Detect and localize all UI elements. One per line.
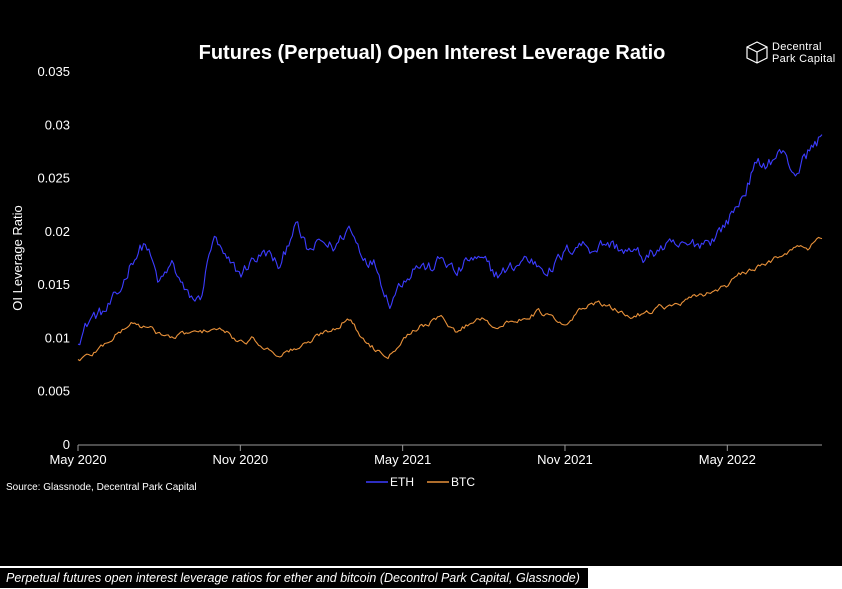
source-note: Source: Glassnode, Decentral Park Capita… bbox=[6, 482, 197, 493]
x-tick-label: May 2021 bbox=[374, 452, 431, 467]
chart-title: Futures (Perpetual) Open Interest Levera… bbox=[199, 42, 666, 64]
x-tick-label: May 2022 bbox=[699, 452, 756, 467]
x-tick-label: May 2020 bbox=[49, 452, 106, 467]
brand-logo: Decentral Park Capital bbox=[746, 41, 836, 65]
legend-btc-label: BTC bbox=[451, 475, 475, 489]
x-tick-label: Nov 2021 bbox=[537, 452, 593, 467]
chart-panel: Futures (Perpetual) Open Interest Levera… bbox=[0, 0, 842, 566]
series-line-eth bbox=[77, 134, 823, 346]
y-tick-label: 0 bbox=[63, 437, 70, 452]
legend-eth-label: ETH bbox=[390, 475, 414, 489]
x-tick-label: Nov 2020 bbox=[212, 452, 268, 467]
y-tick-label: 0.015 bbox=[37, 277, 70, 292]
brand-name-line2: Park Capital bbox=[772, 53, 836, 65]
cube-icon bbox=[746, 41, 768, 64]
figure-caption: Perpetual futures open interest leverage… bbox=[0, 568, 588, 588]
chart-svg: Futures (Perpetual) Open Interest Levera… bbox=[6, 41, 836, 493]
y-tick-label: 0.035 bbox=[37, 64, 70, 79]
series-lines bbox=[77, 134, 823, 362]
y-tick-label: 0.03 bbox=[45, 117, 70, 132]
x-axis-ticks: May 2020 Nov 2020 May 2021 Nov 2021 May 2022 bbox=[49, 445, 756, 467]
y-tick-label: 0.01 bbox=[45, 330, 70, 345]
legend: ETH BTC bbox=[366, 475, 475, 489]
y-tick-label: 0.005 bbox=[37, 384, 70, 399]
y-axis-ticks: 0 0.005 0.01 0.015 0.02 0.025 0.03 0.035 bbox=[37, 64, 70, 452]
y-axis-label: OI Leverage Ratio bbox=[10, 205, 25, 311]
y-tick-label: 0.025 bbox=[37, 171, 70, 186]
series-line-btc bbox=[77, 236, 823, 362]
y-tick-label: 0.02 bbox=[45, 224, 70, 239]
brand-name-line1: Decentral bbox=[772, 41, 822, 53]
